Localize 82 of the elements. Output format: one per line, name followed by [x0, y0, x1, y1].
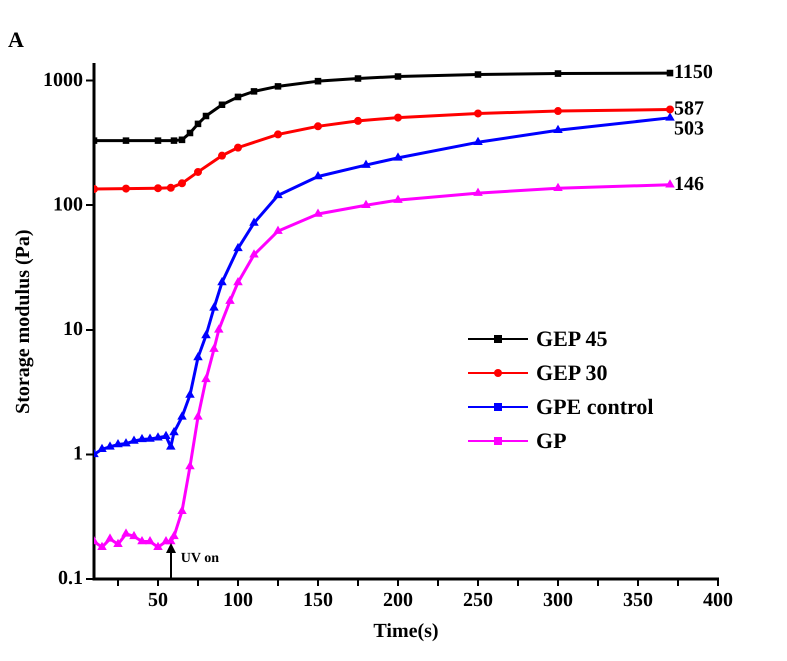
data-label: 587	[674, 98, 704, 120]
point	[394, 114, 402, 122]
x-tick-label: 250	[463, 589, 493, 612]
point	[146, 537, 154, 544]
legend-label: GP	[536, 428, 567, 454]
point	[554, 70, 562, 77]
point	[178, 136, 186, 144]
y-tick-label: 1	[73, 442, 83, 465]
x-tick-label: 50	[148, 589, 168, 612]
point	[106, 442, 114, 450]
point	[178, 507, 186, 514]
point	[274, 191, 282, 198]
point	[146, 434, 154, 442]
point	[218, 152, 226, 160]
point	[194, 168, 202, 176]
point	[666, 114, 674, 121]
legend-label: GEP 30	[536, 360, 608, 386]
point	[474, 71, 482, 78]
y-tick-label: 0.1	[58, 567, 83, 590]
point	[194, 353, 202, 360]
point	[354, 75, 362, 82]
data-label: 503	[674, 118, 704, 140]
point	[162, 537, 170, 544]
point	[170, 137, 178, 144]
point	[202, 375, 210, 382]
point	[194, 412, 202, 420]
point	[186, 130, 194, 136]
point	[106, 534, 114, 542]
x-tick-label: 200	[383, 589, 413, 612]
point	[166, 184, 175, 192]
point	[170, 532, 178, 540]
point	[122, 530, 130, 537]
point	[314, 78, 322, 84]
point	[218, 102, 226, 108]
data-label: 146	[674, 172, 704, 195]
y-tick-label: 100	[53, 193, 83, 216]
point	[178, 179, 186, 188]
point	[154, 137, 162, 144]
point	[354, 116, 362, 125]
point	[154, 184, 162, 192]
x-tick-label: 300	[543, 589, 573, 612]
point	[234, 278, 242, 286]
point	[186, 462, 194, 470]
point	[250, 88, 258, 95]
point	[138, 537, 146, 544]
point	[234, 94, 242, 100]
x-tick-label: 150	[303, 589, 333, 612]
point	[178, 412, 186, 420]
point	[186, 390, 194, 398]
point	[194, 120, 202, 128]
point	[170, 428, 178, 436]
point	[210, 304, 218, 311]
y-tick-label: 1000	[43, 68, 83, 91]
x-tick-label: 100	[223, 589, 253, 612]
point	[554, 107, 562, 116]
point	[474, 109, 482, 118]
point	[234, 244, 242, 252]
point	[314, 122, 322, 130]
legend-label: GEP 45	[536, 326, 608, 352]
y-tick-label: 10	[63, 318, 83, 340]
x-axis-title: Time(s)	[373, 620, 439, 642]
point	[218, 278, 226, 286]
point	[394, 73, 402, 80]
point	[666, 70, 674, 76]
point	[167, 537, 174, 544]
point	[666, 105, 674, 114]
point	[138, 435, 146, 442]
x-tick-label: 350	[623, 589, 653, 612]
point	[234, 144, 242, 152]
legend-label: GPE control	[536, 394, 654, 420]
annotation: UV on	[180, 551, 220, 567]
data-label: 1150	[674, 61, 713, 84]
point	[202, 112, 210, 120]
x-tick-label: 400	[703, 589, 733, 612]
point	[122, 137, 130, 144]
point	[130, 532, 138, 540]
point	[122, 184, 130, 193]
chart-title: A	[8, 26, 24, 52]
point	[274, 83, 282, 90]
point	[394, 154, 402, 161]
y-axis-title: Storage modulus (Pa)	[12, 229, 34, 414]
point	[274, 130, 282, 138]
